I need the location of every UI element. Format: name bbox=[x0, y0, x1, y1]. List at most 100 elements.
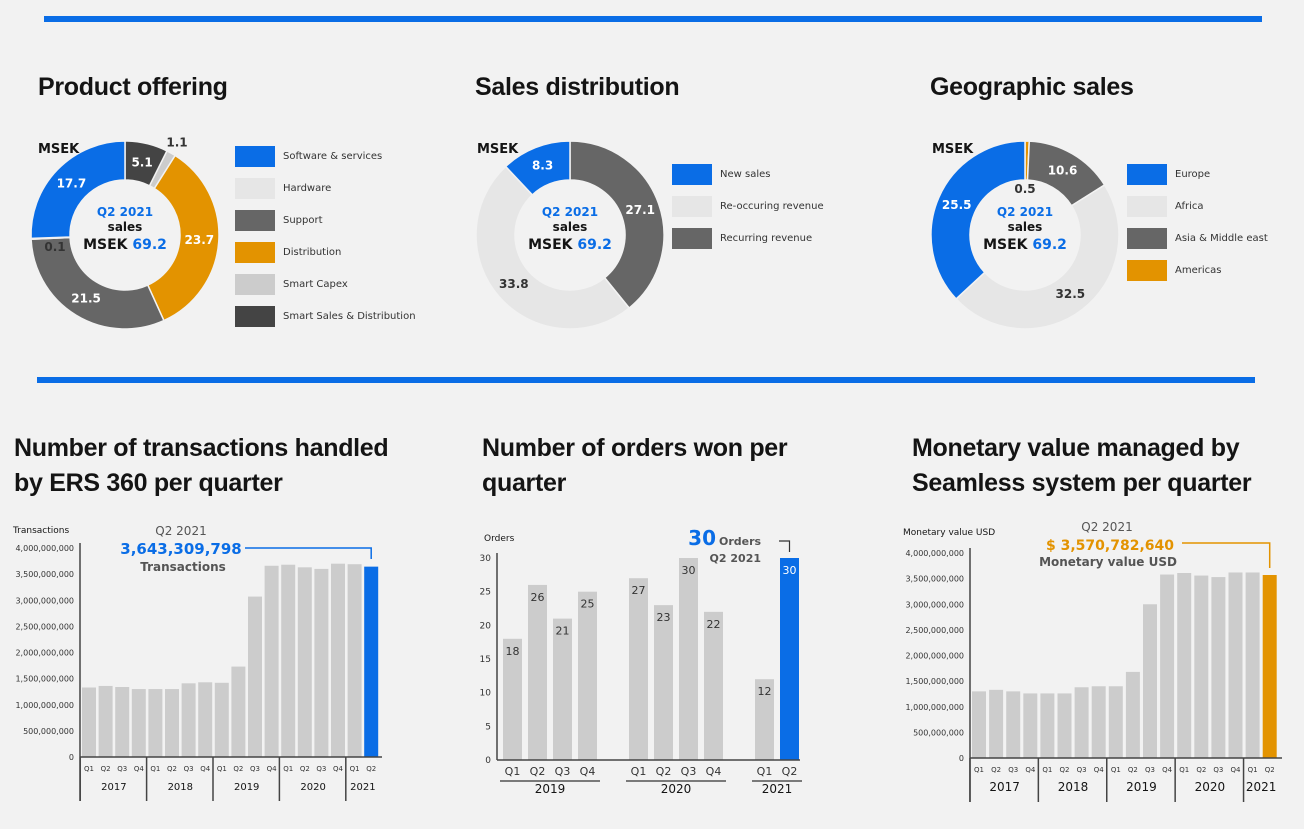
orders-title-line1: Number of orders won per bbox=[482, 434, 788, 462]
legend-swatch bbox=[1127, 195, 1167, 217]
y-tick-label: 0 bbox=[959, 754, 964, 763]
legend-swatch bbox=[1127, 163, 1167, 185]
legend-item: Americas bbox=[1127, 254, 1268, 286]
legend-item: Re-occuring revenue bbox=[672, 190, 824, 222]
x-tick-quarter: Q2 bbox=[167, 765, 177, 773]
y-tick-label: 2,000,000,000 bbox=[15, 649, 74, 658]
y-tick-label: 1,500,000,000 bbox=[905, 677, 964, 686]
x-tick-quarter: Q1 bbox=[350, 765, 360, 773]
legend-item: Hardware bbox=[235, 172, 416, 204]
x-tick-quarter: Q2 bbox=[991, 766, 1001, 774]
legend-label: Hardware bbox=[283, 182, 332, 194]
legend-item: Smart Sales & Distribution bbox=[235, 300, 416, 332]
x-tick-quarter: Q1 bbox=[1248, 766, 1258, 774]
legend-label: Africa bbox=[1175, 200, 1204, 212]
x-tick-quarter: Q4 bbox=[134, 765, 145, 773]
center-total: MSEK 69.2 bbox=[528, 237, 612, 253]
bar bbox=[679, 558, 698, 760]
bar bbox=[264, 565, 279, 757]
center-total-prefix: MSEK bbox=[983, 237, 1032, 253]
center-sales-label: sales bbox=[1008, 220, 1043, 234]
bar-value-label: 18 bbox=[506, 645, 520, 658]
legend-swatch bbox=[672, 227, 712, 249]
x-tick-year: 2019 bbox=[1126, 780, 1157, 794]
annotation-unit: Monetary value USD bbox=[1039, 555, 1177, 569]
annotation-period: Q2 2021 bbox=[155, 524, 206, 538]
x-tick-quarter: Q1 bbox=[505, 765, 521, 778]
x-tick-quarter: Q3 bbox=[1077, 766, 1087, 774]
x-tick-quarter: Q4 bbox=[1162, 766, 1173, 774]
bar bbox=[297, 567, 312, 757]
transactions-title-line2: by ERS 360 per quarter bbox=[14, 469, 283, 497]
y-tick-label: 4,000,000,000 bbox=[15, 544, 74, 553]
legend-label: New sales bbox=[720, 168, 771, 180]
legend-swatch bbox=[235, 273, 275, 295]
x-tick-year: 2021 bbox=[762, 782, 793, 796]
legend-label: Asia & Middle east bbox=[1175, 232, 1268, 244]
bar bbox=[503, 638, 522, 760]
annotation-value: 30 bbox=[688, 526, 716, 550]
x-tick-quarter: Q2 bbox=[530, 765, 546, 778]
x-tick-quarter: Q2 bbox=[300, 765, 310, 773]
bar bbox=[1160, 574, 1175, 758]
legend-label: Smart Capex bbox=[283, 278, 348, 290]
center-total-value: 69.2 bbox=[1032, 237, 1067, 253]
donut-slice bbox=[930, 140, 1026, 300]
transactions-title-line1: Number of transactions handled bbox=[14, 434, 389, 462]
legend-0: Software & services Hardware Support Distri… bbox=[235, 140, 416, 332]
center-total: MSEK 69.2 bbox=[83, 237, 167, 253]
slice-value-label: 25.5 bbox=[942, 198, 972, 212]
x-tick-year: 2019 bbox=[535, 782, 566, 796]
bar bbox=[1143, 604, 1157, 758]
bar-value-label: 26 bbox=[531, 591, 545, 604]
bar bbox=[654, 605, 673, 760]
x-tick-quarter: Q2 bbox=[1128, 766, 1138, 774]
x-tick-quarter: Q4 bbox=[1231, 766, 1242, 774]
y-tick-label: 0 bbox=[69, 753, 74, 762]
x-tick-quarter: Q4 bbox=[267, 765, 278, 773]
x-tick-quarter: Q3 bbox=[555, 765, 571, 778]
x-tick-quarter: Q4 bbox=[200, 765, 211, 773]
legend-swatch bbox=[1127, 259, 1167, 281]
y-tick-label: 25 bbox=[480, 588, 491, 598]
slice-value-label: 33.8 bbox=[499, 277, 529, 291]
y-tick-label: 15 bbox=[480, 655, 491, 665]
legend-swatch bbox=[235, 241, 275, 263]
bar bbox=[331, 563, 345, 757]
orders-title: Number of orders won per quarter bbox=[482, 431, 788, 501]
donut-slice bbox=[30, 236, 165, 330]
unit-label: MSEK bbox=[477, 142, 519, 157]
x-tick-quarter: Q3 bbox=[1213, 766, 1223, 774]
x-tick-quarter: Q4 bbox=[706, 765, 722, 778]
y-axis-label: Transactions bbox=[12, 526, 69, 536]
bar-chart-2: Monetary value USD 0 500,000,000 1,000,000,… bbox=[903, 520, 1282, 802]
legend-label: Re-occuring revenue bbox=[720, 200, 824, 212]
x-tick-quarter: Q2 bbox=[101, 765, 111, 773]
y-tick-label: 3,000,000,000 bbox=[15, 596, 74, 605]
legend-label: Recurring revenue bbox=[720, 232, 813, 244]
x-tick-year: 2018 bbox=[168, 782, 193, 793]
center-sales-label: sales bbox=[553, 220, 588, 234]
bar bbox=[1262, 574, 1277, 758]
donut-slice bbox=[504, 140, 571, 196]
bar bbox=[1057, 693, 1072, 758]
legend-swatch bbox=[1127, 227, 1167, 249]
slice-value-label: 10.6 bbox=[1048, 164, 1078, 178]
y-tick-label: 0 bbox=[485, 756, 491, 766]
bar bbox=[629, 578, 648, 760]
legend-item: Asia & Middle east bbox=[1127, 222, 1268, 254]
x-tick-quarter: Q1 bbox=[1179, 766, 1189, 774]
slice-value-label: 27.1 bbox=[625, 203, 655, 217]
x-tick-quarter: Q1 bbox=[150, 765, 160, 773]
bar bbox=[131, 689, 146, 757]
product-offering-title: Product offering bbox=[38, 73, 228, 101]
bar bbox=[578, 591, 597, 760]
bar-value-label: 27 bbox=[632, 584, 646, 597]
x-tick-quarter: Q4 bbox=[1094, 766, 1105, 774]
bar bbox=[364, 566, 379, 757]
bar-value-label: 30 bbox=[783, 564, 797, 577]
unit-label: MSEK bbox=[38, 142, 80, 157]
